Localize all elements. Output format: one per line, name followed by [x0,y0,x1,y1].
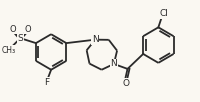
Text: S: S [17,34,23,43]
Text: F: F [44,78,49,87]
Text: O: O [122,79,129,88]
Text: O: O [9,25,16,34]
Text: N: N [92,35,99,44]
Text: Cl: Cl [160,9,169,18]
Text: N: N [111,59,117,68]
Text: O: O [25,25,31,34]
Text: CH₃: CH₃ [2,45,16,54]
